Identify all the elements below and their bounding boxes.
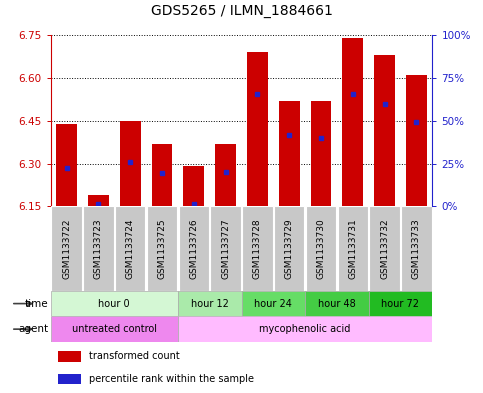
Bar [184,167,204,206]
Bar [57,124,77,206]
Text: hour 48: hour 48 [318,299,356,309]
Text: GDS5265 / ILMN_1884661: GDS5265 / ILMN_1884661 [151,4,332,18]
Text: GSM1133724: GSM1133724 [126,219,135,279]
Bar [51,291,178,316]
Bar [210,206,241,291]
Bar [306,206,336,291]
Bar [83,206,114,291]
Bar [120,121,141,206]
Text: hour 24: hour 24 [255,299,292,309]
Bar [178,291,242,316]
Text: GSM1133733: GSM1133733 [412,218,421,279]
Text: GSM1133728: GSM1133728 [253,218,262,279]
Bar [369,206,400,291]
Text: hour 0: hour 0 [99,299,130,309]
Text: hour 72: hour 72 [382,299,420,309]
Bar [305,291,369,316]
Bar [406,75,426,206]
Bar [58,351,81,362]
Text: GSM1133722: GSM1133722 [62,219,71,279]
Bar [247,52,268,206]
Text: hour 12: hour 12 [191,299,228,309]
Text: mycophenolic acid: mycophenolic acid [259,324,351,334]
Bar [274,206,304,291]
Bar [51,316,178,342]
Bar [242,291,305,316]
Text: GSM1133726: GSM1133726 [189,218,199,279]
Bar [178,316,432,342]
Bar [215,144,236,206]
Text: GSM1133731: GSM1133731 [348,218,357,279]
Bar [338,206,368,291]
Bar [279,101,299,206]
Text: GSM1133730: GSM1133730 [316,218,326,279]
Bar [147,206,177,291]
Text: GSM1133729: GSM1133729 [284,218,294,279]
Text: agent: agent [18,324,48,334]
Bar [374,55,395,206]
Bar [401,206,432,291]
Bar [311,101,331,206]
Bar [179,206,209,291]
Text: untreated control: untreated control [72,324,157,334]
Text: transformed count: transformed count [89,351,180,361]
Bar [115,206,145,291]
Bar [369,291,432,316]
Bar [58,374,81,384]
Text: percentile rank within the sample: percentile rank within the sample [89,374,254,384]
Text: time: time [25,299,48,309]
Text: GSM1133727: GSM1133727 [221,218,230,279]
Bar [342,38,363,206]
Text: GSM1133732: GSM1133732 [380,218,389,279]
Text: GSM1133725: GSM1133725 [157,218,167,279]
Bar [51,206,82,291]
Bar [152,144,172,206]
Bar [88,195,109,206]
Text: GSM1133723: GSM1133723 [94,218,103,279]
Bar [242,206,273,291]
